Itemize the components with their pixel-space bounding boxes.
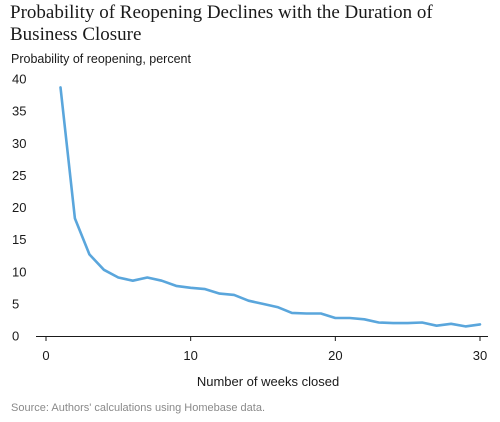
chart-title: Probability of Reopening Declines with t… — [10, 2, 433, 45]
y-axis-ticks: 0 5 10 15 20 25 30 35 40 — [12, 72, 26, 344]
x-axis-ticks: 0 10 20 30 — [42, 336, 487, 363]
series-group — [59, 86, 482, 328]
x-tick-label: 0 — [42, 348, 49, 363]
series-line — [59, 86, 482, 328]
source-note: Source: Authors' calculations using Home… — [11, 402, 266, 414]
x-tick-label: 20 — [328, 348, 342, 363]
y-tick-label: 25 — [12, 168, 26, 183]
y-tick-label: 30 — [12, 136, 26, 151]
x-tick-label: 10 — [183, 348, 197, 363]
y-tick-label: 5 — [12, 296, 19, 311]
y-tick-label: 10 — [12, 264, 26, 279]
y-axis-label: Probability of reopening, percent — [11, 52, 191, 66]
y-tick-label: 0 — [12, 329, 19, 344]
y-tick-label: 20 — [12, 200, 26, 215]
y-tick-label: 35 — [12, 104, 26, 119]
x-tick-label: 30 — [473, 348, 487, 363]
y-tick-label: 15 — [12, 232, 26, 247]
x-axis-title: Number of weeks closed — [197, 374, 339, 389]
y-tick-label: 40 — [12, 72, 26, 87]
